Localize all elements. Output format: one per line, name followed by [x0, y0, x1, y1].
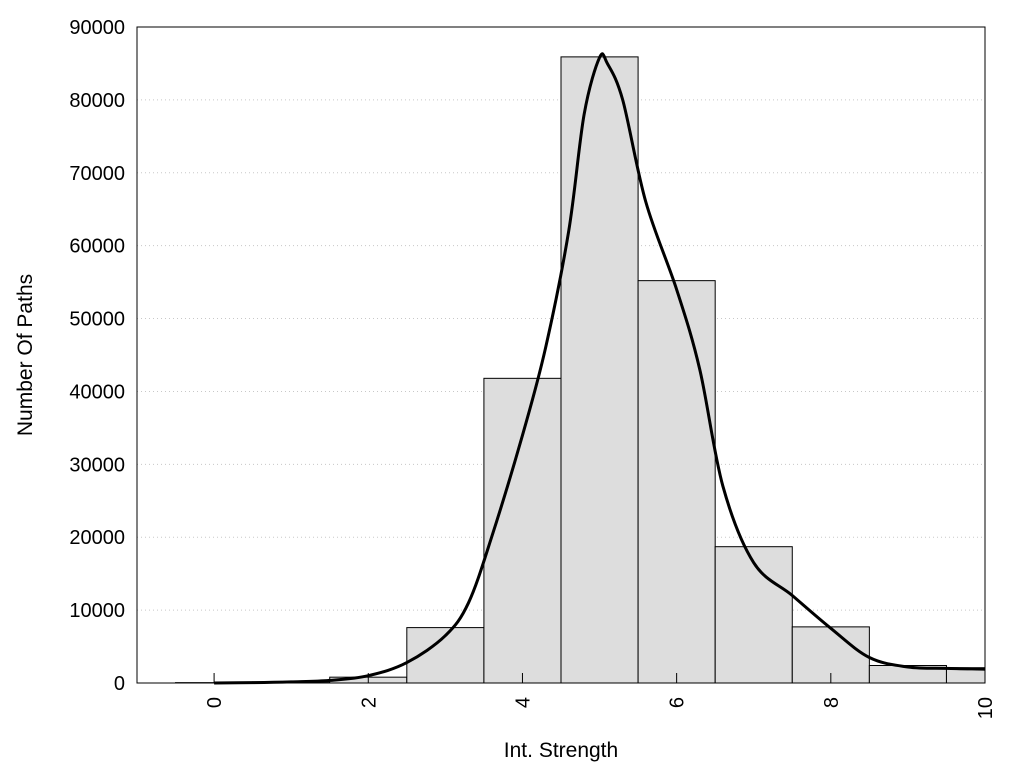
- x-tick-label: 0: [204, 697, 226, 708]
- y-tick-label: 90000: [69, 17, 125, 39]
- x-axis: 0 2 4 6 8 10: [204, 673, 997, 719]
- histogram-bar: [637, 280, 716, 684]
- histogram-bar: [560, 56, 639, 684]
- density-curve-layer: [214, 52, 986, 685]
- x-tick-label: 2: [358, 697, 380, 708]
- y-tick-label: 10000: [69, 600, 125, 622]
- y-tick-label: 70000: [69, 163, 125, 185]
- y-tick-label: 40000: [69, 381, 125, 403]
- y-axis-title: Number Of Paths: [14, 274, 37, 436]
- y-axis: 0 10000 20000 30000 40000 50000 60000 70000 8000…: [69, 17, 125, 695]
- y-tick-label: 80000: [69, 90, 125, 112]
- x-tick-label: 8: [821, 697, 843, 708]
- y-tick-label: 30000: [69, 454, 125, 476]
- plot-frame: [136, 26, 986, 684]
- y-tick-label: 60000: [69, 236, 125, 258]
- histogram-bar: [714, 546, 793, 684]
- y-tick-label: 50000: [69, 309, 125, 331]
- histogram-bar: [483, 377, 562, 684]
- x-tick-label: 10: [975, 697, 997, 719]
- x-tick-label: 6: [667, 697, 689, 708]
- y-tick-label: 20000: [69, 527, 125, 549]
- histogram-bars: [175, 56, 986, 684]
- y-tick-label: 0: [114, 673, 125, 695]
- x-axis-title: Int. Strength: [504, 739, 618, 762]
- x-tick-label: 4: [512, 697, 534, 708]
- density-curve: [214, 52, 986, 685]
